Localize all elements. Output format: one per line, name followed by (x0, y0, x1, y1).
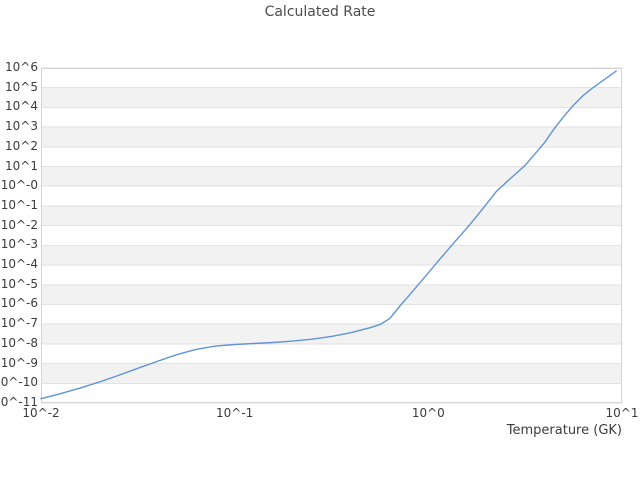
plot-border (41, 68, 622, 403)
y-tick-label: 10^2 (5, 138, 38, 153)
y-tick-label: 10^-0 (0, 178, 38, 193)
x-tick-label: 10^1 (605, 406, 639, 420)
x-tick-label: 10^0 (411, 406, 445, 420)
y-tick-label: 10^-10 (0, 375, 38, 390)
y-tick-label: 10^1 (5, 158, 38, 173)
y-tick-label: 10^-6 (0, 296, 38, 311)
x-axis-title: Temperature (GK) (506, 423, 622, 438)
y-tick-label: 10^-8 (0, 335, 38, 350)
x-tick-label: 10^-1 (216, 406, 254, 420)
y-tick-label: 10^4 (5, 99, 38, 114)
y-tick-label: 10^-3 (0, 237, 38, 252)
y-tick-label: 10^-7 (0, 316, 38, 331)
y-tick-label: 10^-5 (0, 276, 38, 291)
y-tick-label: 10^-4 (0, 257, 38, 272)
plot-bands (41, 87, 622, 384)
y-tick-label: 10^3 (5, 119, 38, 134)
chart-title: Calculated Rate (264, 4, 376, 20)
y-tick-label: 10^-1 (0, 197, 38, 212)
y-tick-label: 10^-2 (0, 217, 38, 232)
y-tick-label: 10^-9 (0, 355, 38, 370)
y-tick-label: 10^6 (5, 60, 38, 74)
y-tick-label: 10^-11 (0, 395, 38, 409)
plot-gridlines (41, 67, 622, 404)
y-tick-label: 10^5 (5, 79, 38, 94)
rate-curve (40, 70, 617, 400)
x-tick-label: 10^-2 (22, 406, 60, 420)
